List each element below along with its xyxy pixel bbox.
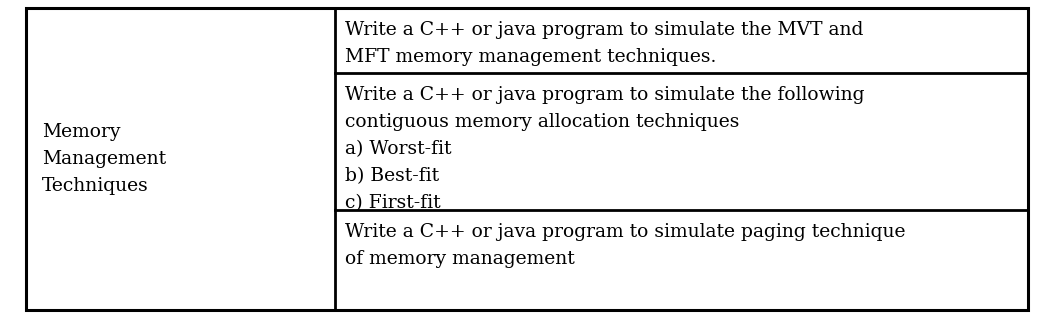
Text: Write a C++ or java program to simulate the following
contiguous memory allocati: Write a C++ or java program to simulate … [346,86,864,212]
Text: Memory
Management
Techniques: Memory Management Techniques [42,123,167,195]
Text: Write a C++ or java program to simulate the MVT and
MFT memory management techni: Write a C++ or java program to simulate … [346,21,863,66]
Text: Write a C++ or java program to simulate paging technique
of memory management: Write a C++ or java program to simulate … [346,223,905,268]
